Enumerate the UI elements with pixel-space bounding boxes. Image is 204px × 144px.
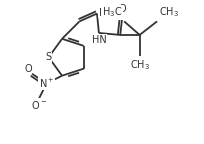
Text: S: S — [45, 52, 52, 62]
Text: N$^+$: N$^+$ — [39, 77, 54, 90]
Text: O$^-$: O$^-$ — [31, 99, 47, 111]
Text: HN: HN — [92, 35, 106, 45]
Text: H$_3$C: H$_3$C — [102, 6, 122, 19]
Text: O: O — [118, 4, 126, 14]
Text: CH$_3$: CH$_3$ — [130, 58, 150, 72]
Text: O: O — [24, 64, 32, 74]
Text: CH$_3$: CH$_3$ — [159, 6, 179, 19]
Text: N: N — [99, 8, 106, 18]
